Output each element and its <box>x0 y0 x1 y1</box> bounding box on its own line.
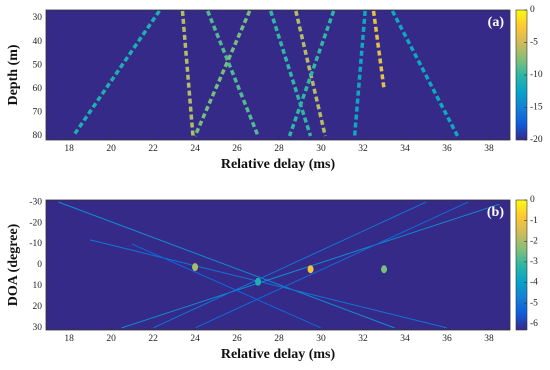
y-tick-label: 30 <box>33 323 43 333</box>
x-tick-label: 26 <box>232 334 242 344</box>
y-tick-label: -20 <box>29 218 42 228</box>
trace <box>89 239 448 329</box>
y-tick-label: 40 <box>33 37 43 47</box>
x-tick-label: 30 <box>316 144 326 154</box>
trace <box>193 10 252 137</box>
plot-content <box>58 201 500 329</box>
y-tick-label: 0 <box>37 260 42 270</box>
x-tick-label: 24 <box>190 144 200 154</box>
x-tick-label: 20 <box>106 144 116 154</box>
colorbar-tick-label: -1 <box>530 216 538 226</box>
y-tick-label: 30 <box>33 13 43 23</box>
colorbar-tick-label: -15 <box>530 103 543 113</box>
y-tick-label: -10 <box>29 239 42 249</box>
y-tick-label: 70 <box>33 108 43 118</box>
colorbar <box>515 199 528 331</box>
trace <box>58 201 395 329</box>
y-tick-label: 50 <box>33 60 43 70</box>
colorbar-tick-label: -3 <box>530 257 538 267</box>
plot-content <box>71 10 460 137</box>
trace <box>287 10 336 137</box>
colorbar-tick-label: -5 <box>530 298 538 308</box>
y-tick-label: 80 <box>33 131 43 141</box>
colorbar-tick-label: -20 <box>530 135 543 145</box>
trace <box>180 10 195 137</box>
panel-label: (b) <box>487 205 504 220</box>
trace <box>371 10 386 90</box>
colorbar-tick-label: -5 <box>530 38 538 48</box>
x-tick-label: 24 <box>190 334 200 344</box>
hotspot <box>307 265 314 274</box>
x-tick-label: 26 <box>232 144 242 154</box>
trace <box>352 10 367 137</box>
colorbar-tick-label: -2 <box>530 236 538 246</box>
y-tick-label: 20 <box>33 302 43 312</box>
y-axis-label: DOA (degree) <box>6 223 21 306</box>
x-tick-label: 30 <box>316 334 326 344</box>
y-tick-label: 10 <box>33 281 43 291</box>
x-axis-label: Relative delay (ms) <box>221 157 336 172</box>
hotspot <box>255 277 262 286</box>
trace <box>268 10 313 137</box>
x-axis-label: Relative delay (ms) <box>221 347 336 362</box>
x-tick-label: 28 <box>274 144 284 154</box>
trace <box>152 201 427 329</box>
x-tick-label: 32 <box>358 144 368 154</box>
x-tick-label: 36 <box>442 144 452 154</box>
colorbar-tick-label: 0 <box>530 5 535 15</box>
x-tick-label: 38 <box>484 334 494 344</box>
trace <box>194 201 469 329</box>
colorbar-tick-label: -10 <box>530 70 543 80</box>
hotspot <box>192 263 199 272</box>
panel-label: (a) <box>488 15 505 30</box>
x-tick-label: 20 <box>106 334 116 344</box>
y-tick-label: 60 <box>33 84 43 94</box>
x-tick-label: 18 <box>64 334 74 344</box>
x-tick-label: 36 <box>442 334 452 344</box>
plot-frame <box>45 9 511 141</box>
y-tick-label: -30 <box>29 197 42 207</box>
x-tick-label: 22 <box>148 144 158 154</box>
x-tick-label: 34 <box>400 334 410 344</box>
trace <box>71 10 161 137</box>
colorbar-tick-label: -6 <box>530 319 538 329</box>
trace <box>206 10 260 137</box>
plot-background <box>46 200 510 330</box>
x-tick-label: 32 <box>358 334 368 344</box>
x-tick-label: 22 <box>148 334 158 344</box>
x-tick-label: 34 <box>400 144 410 154</box>
x-tick-label: 18 <box>64 144 74 154</box>
colorbar-tick-label: 0 <box>530 195 535 205</box>
plot-background <box>46 10 510 140</box>
trace <box>131 243 322 329</box>
x-tick-label: 28 <box>274 334 284 344</box>
x-tick-label: 38 <box>484 144 494 154</box>
y-axis-label: Depth (m) <box>6 44 21 105</box>
hotspot <box>381 265 388 274</box>
colorbar-tick-label: -4 <box>530 278 538 288</box>
